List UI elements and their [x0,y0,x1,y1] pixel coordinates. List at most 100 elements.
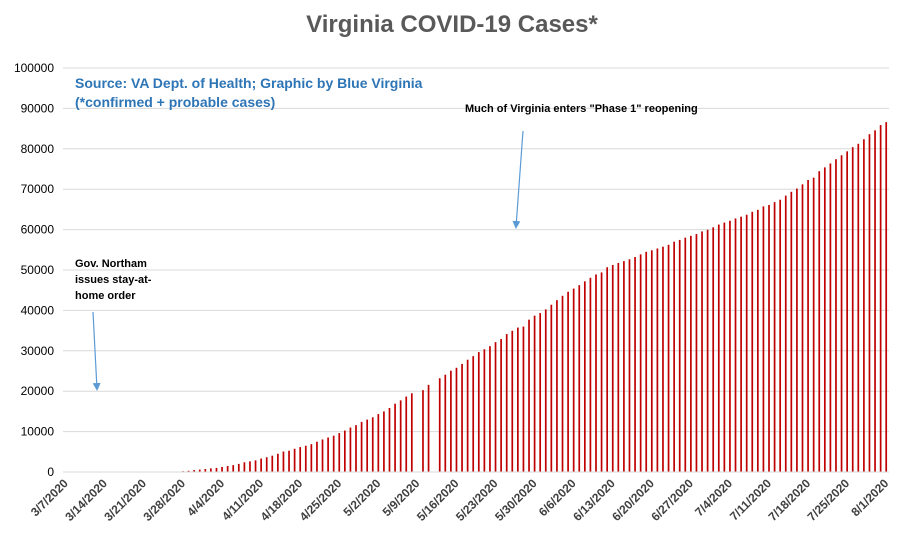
case-bar [773,202,776,472]
case-bar [226,466,229,472]
gridlines [63,67,889,433]
case-bar [249,461,251,472]
case-bar [779,199,782,473]
case-bar [634,257,636,472]
case-bar [645,251,648,472]
case-bar [383,411,385,472]
case-bar [578,285,581,472]
y-tick-label: 100000 [14,61,54,75]
case-bar [254,460,257,472]
case-bar [885,122,888,472]
case-bar [851,147,854,472]
case-bar [751,211,754,472]
case-bar [388,407,391,472]
case-bar [684,237,687,472]
case-bar [461,363,463,472]
case-bar [667,244,670,472]
case-bar [243,462,246,472]
case-bar [316,441,318,472]
y-tick-label: 60000 [21,223,55,237]
case-bar [321,439,324,472]
case-bar [807,179,809,473]
case-bar [343,430,346,472]
case-bar [539,313,542,472]
case-bar [282,451,285,472]
case-bar [355,425,357,472]
case-bar [879,125,882,472]
case-bar [784,195,787,472]
case-bar [734,218,737,472]
case-bar [193,470,196,472]
case-bar [533,315,536,472]
case-bar [544,309,547,472]
y-tick-label: 80000 [21,142,55,156]
case-bar [712,227,715,472]
case-bar [215,467,218,472]
case-bar [768,204,770,472]
case-bar [260,458,262,472]
case-bar [857,143,860,473]
case-bar [756,209,759,472]
case-bar [221,466,223,472]
case-bar [823,167,826,472]
case-bar [299,447,302,472]
case-bar [288,450,290,472]
case-bar [438,378,441,472]
phase1-arrow [512,130,524,229]
case-bar [472,356,475,472]
case-bar [639,254,642,472]
case-bar [466,359,469,472]
case-bar [623,261,625,472]
case-bar [650,250,653,472]
case-bar [366,419,369,472]
case-bar [600,272,603,472]
case-bar [237,463,240,472]
case-bar [695,234,698,472]
case-bar [818,171,821,472]
case-bar [606,267,609,472]
case-bar [796,188,798,472]
y-tick-label: 40000 [21,303,55,317]
case-bar [455,367,458,472]
case-bar [812,177,815,472]
case-bar [572,288,575,472]
case-bar [656,248,659,472]
case-bar [556,300,558,472]
case-bar [450,370,452,472]
case-bar [304,445,307,472]
case-bar [405,396,408,472]
case-bar [422,390,424,472]
case-bar [517,327,519,472]
case-bar [829,163,832,472]
y-tick-label: 20000 [21,384,55,398]
case-bar [690,235,692,472]
case-bar [410,393,413,472]
stay-at-home-line-2: issues stay-at- [75,274,152,286]
case-bar [371,417,374,472]
case-bar [706,229,709,472]
case-bar [801,184,804,472]
case-bar [494,342,497,472]
chart-title: Virginia COVID-19 Cases* [306,11,598,38]
case-bar [483,349,486,472]
y-tick-label: 50000 [21,263,55,277]
case-bar [701,231,703,472]
y-tick-label: 30000 [21,344,55,358]
case-bar [210,468,212,472]
case-bar [840,155,843,472]
case-bar [723,222,726,472]
y-tick-label: 10000 [21,425,55,439]
case-bar [338,433,341,472]
case-bar [500,339,502,472]
y-axis: 0 10000 20000 30000 40000 50000 60000 70000 8000… [14,61,54,479]
case-bar [349,427,352,472]
case-bar [522,326,525,472]
case-bar [187,470,190,472]
case-bar [511,330,514,472]
case-bar [611,264,614,472]
case-bar [427,384,430,472]
case-bar [835,159,837,472]
case-bar [868,134,871,472]
